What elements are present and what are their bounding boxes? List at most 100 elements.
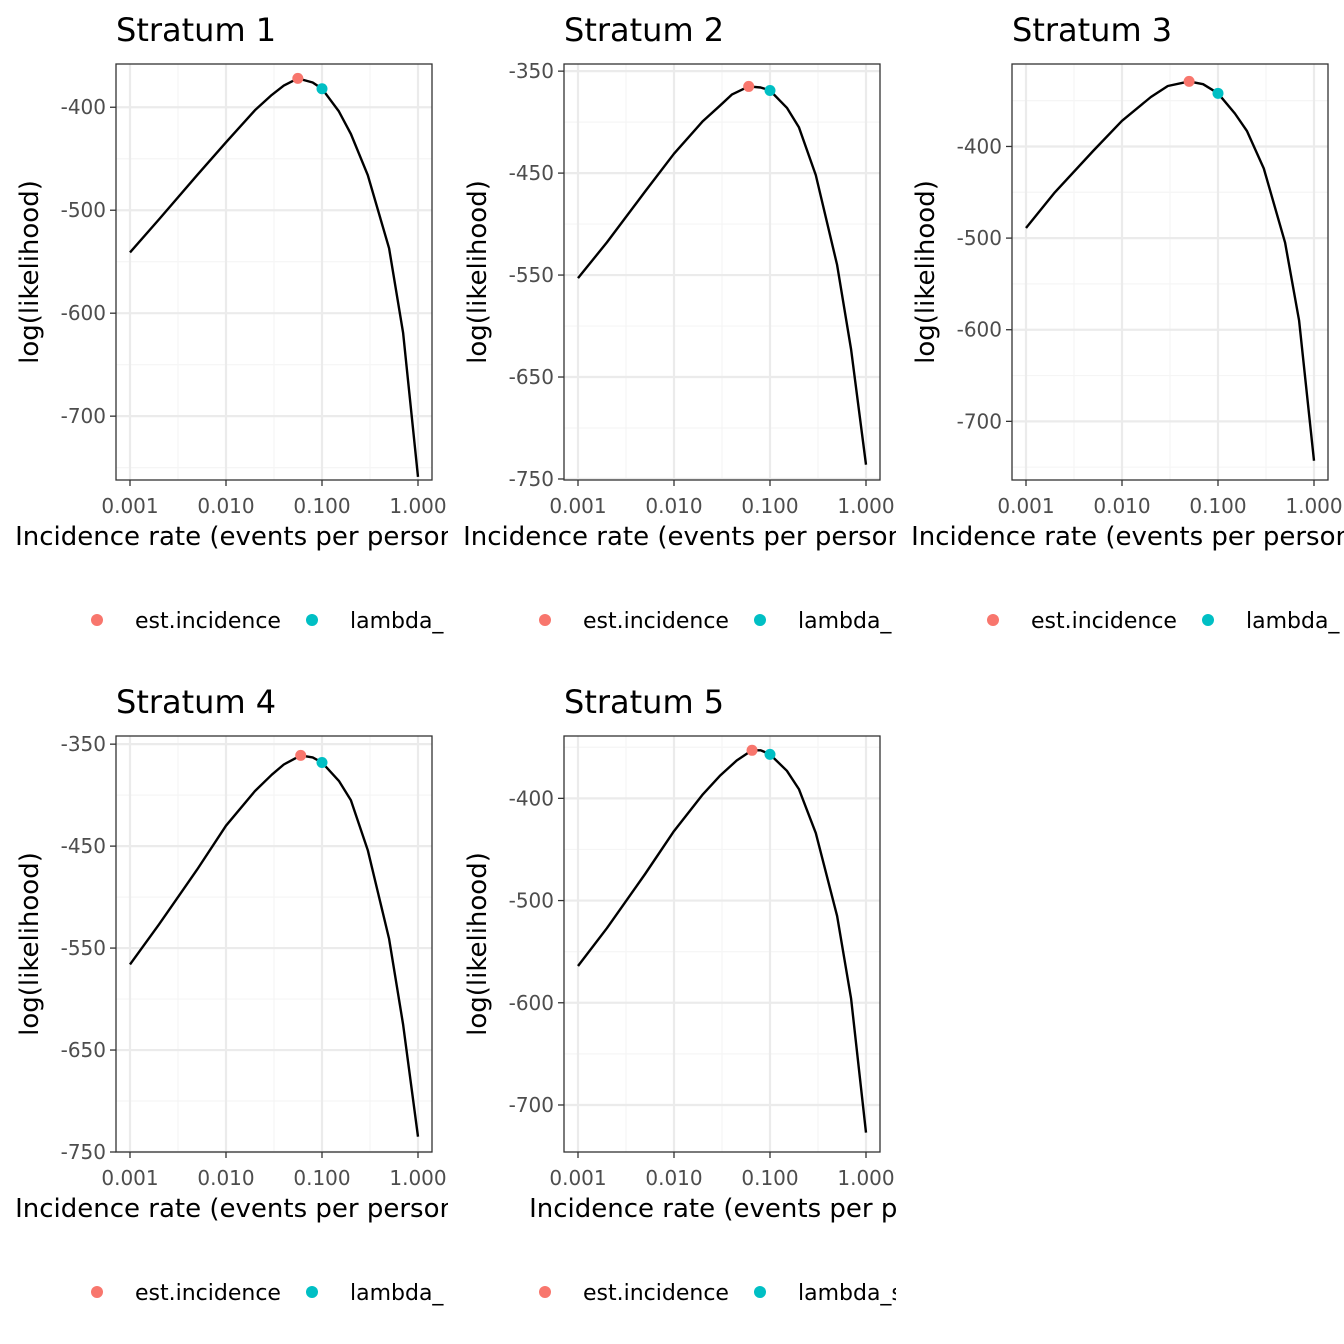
panel-title: Stratum 2 [564, 11, 724, 49]
y-axis-title: log(likelihood) [15, 180, 45, 364]
y-tick-label: -400 [957, 134, 1002, 158]
point-lambda-start [316, 757, 328, 769]
y-axis-title: log(likelihood) [911, 180, 941, 364]
panel-border [115, 735, 433, 1153]
legend: est.incidence lambda_start [539, 1281, 943, 1306]
gridlines [1012, 64, 1328, 480]
x-tick-label: 0.100 [293, 1166, 350, 1190]
x-tick-label: 0.001 [997, 494, 1054, 518]
legend: est.incidence lambda_ [539, 609, 892, 634]
legend-key-est-incidence [91, 614, 103, 626]
likelihood-curve [577, 85, 868, 465]
point-lambda-start [764, 748, 776, 760]
x-axis-title: Incidence rate (events per person:year) [911, 522, 1344, 552]
y-tick-label: -650 [61, 1038, 106, 1062]
x-tick-label: 0.010 [197, 494, 254, 518]
gridlines [564, 64, 880, 481]
y-axis-title: log(likelihood) [463, 852, 493, 1036]
point-lambda-start [764, 85, 776, 97]
x-tick-label: 1.000 [837, 494, 894, 518]
y-tick-label: -400 [61, 95, 106, 119]
x-tick-label: 0.001 [549, 494, 606, 518]
facet-stratum-3: 0.001 0.010 0.100 1.000 -400 -500 -600 -700 Stra… [911, 11, 1344, 634]
point-est-incidence [292, 72, 304, 84]
legend-key-est-incidence [539, 614, 551, 626]
point-lambda-start [316, 83, 328, 95]
x-tick-label: 0.100 [293, 494, 350, 518]
point-est-incidence [295, 749, 307, 761]
y-tick-label: -700 [509, 1093, 554, 1117]
panel-border [563, 63, 881, 481]
likelihood-curve [129, 754, 420, 1137]
legend-label: est.incidence [583, 1281, 729, 1306]
x-tick-label: 0.001 [549, 1166, 606, 1190]
x-axis-title: Incidence rate (events per person:year) [529, 1194, 1047, 1224]
legend: est.incidence lambda_ [91, 609, 444, 634]
panel-border [563, 735, 881, 1153]
x-tick-label: 0.010 [645, 494, 702, 518]
legend-key-lambda-start [754, 614, 766, 626]
legend-key-lambda-start [306, 614, 318, 626]
y-tick-label: -400 [509, 786, 554, 810]
x-tick-label: 1.000 [389, 1166, 446, 1190]
y-axis-title: log(likelihood) [15, 852, 45, 1036]
facet-stratum-1: 0.001 0.010 0.100 1.000 -400 -500 -600 -700 Stra… [15, 11, 533, 634]
legend-label: lambda_ [798, 609, 892, 634]
y-tick-label: -450 [61, 834, 106, 858]
legend-label: lambda_ [350, 1281, 444, 1306]
facet-stratum-2: 0.001 0.010 0.100 1.000 -350 -450 -550 -650 -750… [463, 11, 981, 634]
likelihood-curve [1025, 80, 1316, 461]
x-tick-label: 1.000 [1285, 494, 1342, 518]
y-tick-label: -350 [61, 732, 106, 756]
point-lambda-start [1212, 87, 1224, 99]
facet-stratum-4: 0.001 0.010 0.100 1.000 -350 -450 -550 -650 -750… [15, 683, 533, 1306]
y-tick-label: -750 [509, 467, 554, 491]
x-tick-label: 0.010 [1093, 494, 1150, 518]
legend: est.incidence lambda_ [987, 609, 1340, 634]
y-tick-label: -350 [509, 59, 554, 83]
legend-label: lambda_ [350, 609, 444, 634]
legend: est.incidence lambda_ [91, 1281, 444, 1306]
legend-label: lambda_ [1246, 609, 1340, 634]
y-tick-label: -650 [509, 365, 554, 389]
x-tick-label: 0.001 [101, 1166, 158, 1190]
legend-key-est-incidence [91, 1286, 103, 1298]
y-tick-label: -500 [509, 889, 554, 913]
x-tick-label: 0.001 [101, 494, 158, 518]
x-tick-label: 1.000 [389, 494, 446, 518]
panel-title: Stratum 4 [116, 683, 276, 721]
gridlines [564, 736, 880, 1152]
legend-label: est.incidence [135, 609, 281, 634]
y-tick-label: -500 [61, 198, 106, 222]
y-tick-label: -600 [509, 991, 554, 1015]
panel-border [1011, 63, 1329, 481]
likelihood-curve [129, 77, 420, 478]
y-tick-label: -450 [509, 161, 554, 185]
legend-label: est.incidence [1031, 609, 1177, 634]
legend-label: est.incidence [583, 609, 729, 634]
x-tick-label: 0.100 [741, 1166, 798, 1190]
y-tick-label: -700 [61, 404, 106, 428]
y-tick-label: -550 [509, 263, 554, 287]
legend-label: est.incidence [135, 1281, 281, 1306]
legend-label: lambda_start [798, 1281, 943, 1306]
x-tick-label: 0.010 [197, 1166, 254, 1190]
x-tick-label: 0.100 [741, 494, 798, 518]
y-axis-title: log(likelihood) [463, 180, 493, 364]
panel-border [115, 63, 433, 481]
panel-title: Stratum 3 [1012, 11, 1172, 49]
panel-title: Stratum 5 [564, 683, 724, 721]
legend-key-lambda-start [306, 1286, 318, 1298]
y-tick-label: -700 [957, 409, 1002, 433]
gridlines [116, 64, 432, 480]
y-tick-label: -600 [61, 301, 106, 325]
x-axis-title: Incidence rate (events per person:year) [463, 522, 981, 552]
x-axis-title: Incidence rate (events per person:year) [15, 1194, 533, 1224]
legend-key-est-incidence [539, 1286, 551, 1298]
legend-key-est-incidence [987, 614, 999, 626]
x-axis-title: Incidence rate (events per person:year) [15, 522, 533, 552]
point-est-incidence [1183, 75, 1195, 87]
x-tick-label: 0.010 [645, 1166, 702, 1190]
y-tick-label: -750 [61, 1140, 106, 1164]
